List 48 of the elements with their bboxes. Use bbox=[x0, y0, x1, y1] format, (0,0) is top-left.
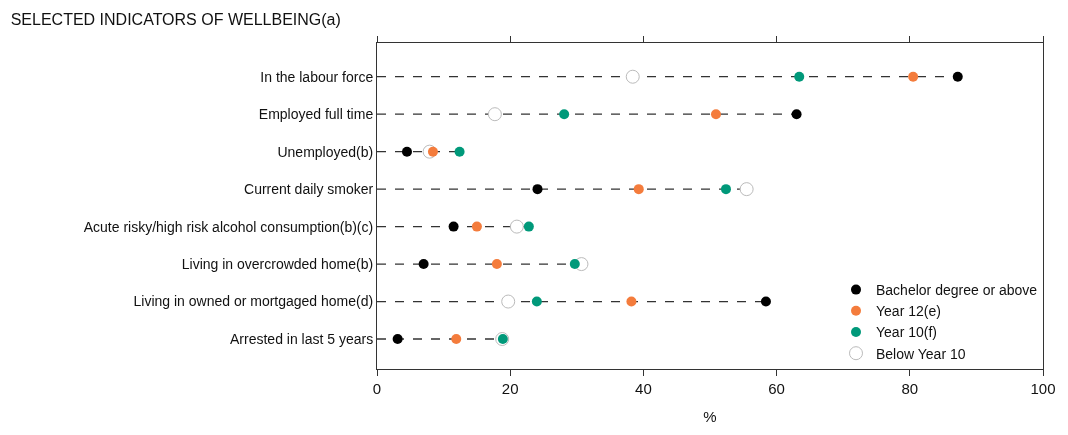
y-tick-label: Employed full time bbox=[258, 106, 374, 123]
point bbox=[626, 296, 637, 307]
y-tick-label: Living in overcrowded home(b) bbox=[181, 255, 374, 272]
y-tick-label: In the labour force bbox=[260, 68, 374, 85]
text: SELECTED INDICATORS OF WELLBEING(a) bbox=[10, 11, 341, 29]
point bbox=[791, 109, 802, 120]
point bbox=[952, 71, 963, 82]
x-tick-label: 60 bbox=[768, 380, 785, 397]
point bbox=[531, 296, 542, 307]
point bbox=[487, 107, 502, 122]
point bbox=[908, 71, 919, 82]
y-tick-label: Living in owned or mortgaged home(d) bbox=[133, 293, 374, 310]
point bbox=[454, 146, 465, 157]
point bbox=[448, 221, 459, 232]
point bbox=[471, 221, 482, 232]
x-tick-label: 40 bbox=[635, 380, 652, 397]
point bbox=[451, 334, 462, 345]
y-tick-label: Current daily smoker bbox=[244, 181, 374, 198]
point bbox=[633, 184, 644, 195]
x-tick-label: 100 bbox=[1030, 380, 1056, 397]
point bbox=[739, 182, 754, 197]
point bbox=[532, 184, 543, 195]
point bbox=[625, 69, 640, 84]
y-tick-label: Acute risky/high risk alcohol consumption(b)(c) bbox=[83, 218, 374, 235]
point bbox=[523, 221, 534, 232]
legend-label: Below Year 10 bbox=[876, 345, 966, 362]
point bbox=[569, 259, 580, 270]
x-tick-label: 20 bbox=[501, 380, 519, 397]
point bbox=[710, 109, 721, 120]
x-tick-label: 80 bbox=[901, 380, 919, 397]
point bbox=[501, 294, 516, 309]
point bbox=[720, 184, 731, 195]
point bbox=[418, 259, 429, 270]
point bbox=[392, 334, 403, 345]
point bbox=[794, 71, 805, 82]
x-tick-label: 0 bbox=[372, 380, 382, 397]
point bbox=[491, 259, 502, 270]
point bbox=[401, 146, 412, 157]
x-axis-title: % bbox=[703, 408, 717, 425]
point bbox=[427, 146, 438, 157]
point bbox=[760, 296, 771, 307]
legend-label: Year 10(f) bbox=[876, 324, 937, 341]
legend-label: Bachelor degree or above bbox=[876, 282, 1038, 299]
point bbox=[559, 109, 570, 120]
point bbox=[509, 219, 524, 234]
legend-label: Year 12(e) bbox=[876, 303, 941, 320]
y-tick-label: Arrested in last 5 years bbox=[230, 330, 374, 347]
y-tick-label: Unemployed(b) bbox=[277, 143, 374, 160]
